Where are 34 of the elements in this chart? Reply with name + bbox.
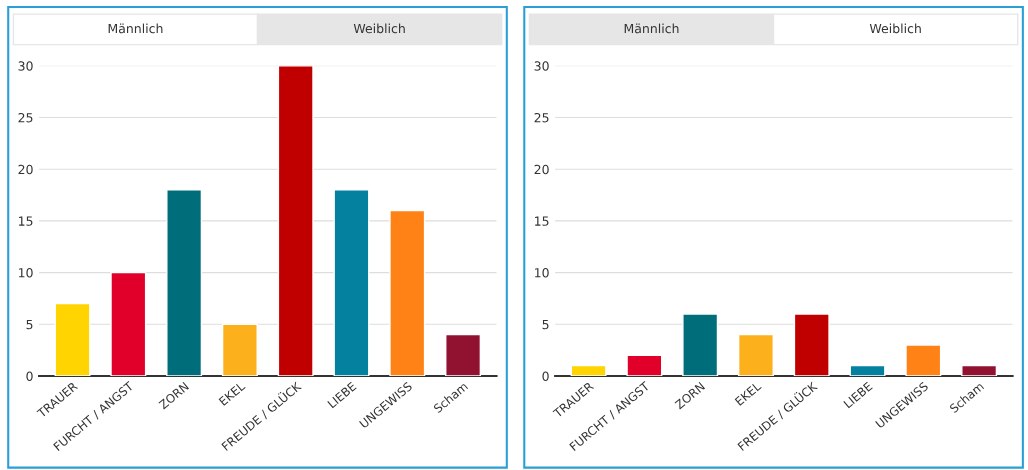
bar bbox=[389, 209, 426, 376]
y-tick-label: 15 bbox=[535, 216, 549, 226]
bar bbox=[110, 271, 147, 376]
y-tick-label: 0 bbox=[26, 371, 33, 381]
y-tick-label: 0 bbox=[542, 371, 549, 381]
text: Männlich bbox=[624, 23, 679, 34]
y-tick-label: 30 bbox=[18, 61, 33, 71]
bar bbox=[961, 364, 998, 376]
y-tick-label: 25 bbox=[534, 112, 549, 123]
text: Weiblich bbox=[869, 23, 921, 34]
y-tick-label: 15 bbox=[18, 216, 33, 226]
bar bbox=[626, 354, 663, 376]
y-tick-label: 20 bbox=[18, 164, 33, 175]
y-tick-label: 30 bbox=[534, 61, 549, 71]
y-tick-label: 5 bbox=[542, 319, 549, 330]
bar bbox=[737, 333, 774, 376]
y-tick-label: 10 bbox=[535, 268, 549, 278]
bar bbox=[54, 302, 91, 376]
bar bbox=[221, 323, 258, 376]
bar bbox=[849, 364, 886, 376]
y-tick-label: 5 bbox=[26, 319, 33, 330]
bar bbox=[793, 313, 830, 376]
text: Weiblich bbox=[353, 23, 405, 34]
bar bbox=[905, 344, 942, 376]
bar bbox=[570, 364, 607, 376]
y-tick-label: 20 bbox=[534, 164, 549, 175]
y-tick-label: 10 bbox=[18, 268, 33, 278]
bar bbox=[333, 189, 370, 376]
bar bbox=[682, 313, 719, 376]
bar bbox=[277, 65, 314, 376]
bar bbox=[445, 333, 482, 376]
bar bbox=[166, 189, 203, 376]
text: Männlich bbox=[108, 23, 163, 34]
y-tick-label: 25 bbox=[18, 112, 33, 123]
